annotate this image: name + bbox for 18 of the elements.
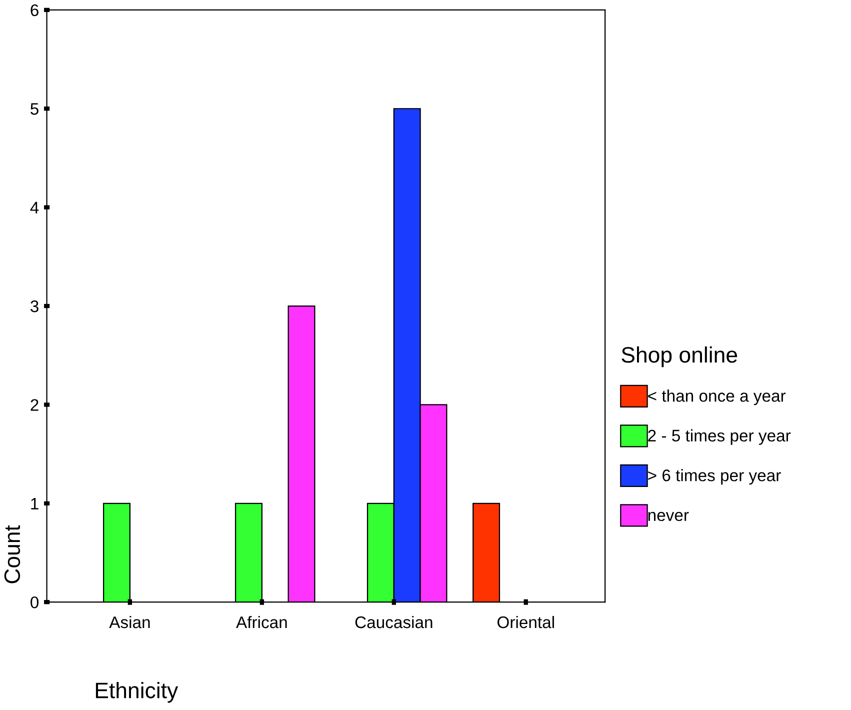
legend-title: Shop online [622,346,738,368]
legend-label: 2 - 5 times per year [648,429,791,445]
y-tick-label: 5 [30,103,38,115]
x-axis-title: Ethnicity [96,682,178,703]
x-tick-label: Caucasian [355,616,432,628]
y-tick-label: 0 [30,596,39,608]
legend-label: never [648,512,689,522]
legend-label: > 6 times per year [648,469,781,485]
legend-label: < than once a year [648,390,786,406]
x-tick-label: African [236,616,287,628]
y-axis-title: Count [4,525,20,584]
x-tick-label: Asian [109,616,150,628]
x-tick-label: Oriental [497,616,554,628]
y-tick-label: 6 [30,4,38,16]
y-tick-label: 1 [31,498,38,510]
y-tick-label: 4 [30,202,39,214]
y-tick-label: 2 [30,399,38,411]
y-tick-label: 3 [30,300,38,312]
